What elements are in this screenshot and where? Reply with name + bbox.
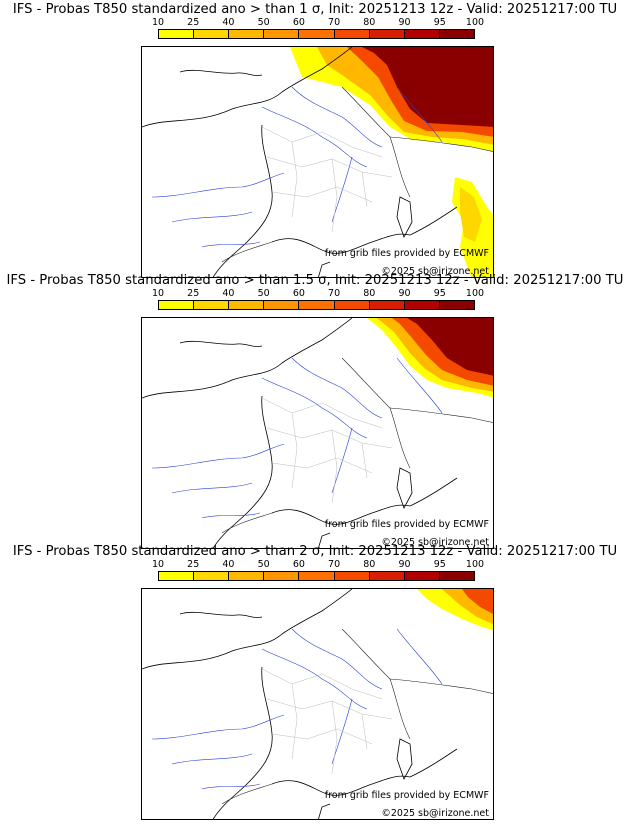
map-frame: from grib files provided by ECMWF ©2025 …	[141, 317, 494, 549]
probability-legend: 10 25 40 50 60 70 80 90 95 100	[152, 17, 484, 43]
legend-tick: 60	[292, 288, 305, 299]
forecast-panel-3: IFS - Probas T850 standardized ano > tha…	[0, 542, 630, 820]
copyright-credit: ©2025 sb@irizone.net	[381, 808, 489, 819]
coastline	[142, 318, 458, 548]
legend-tick: 25	[187, 559, 200, 570]
legend-swatch	[334, 30, 370, 38]
legend-tick: 70	[328, 288, 341, 299]
admin-boundaries	[261, 397, 393, 504]
legend-tick: 90	[398, 288, 411, 299]
source-credit: from grib files provided by ECMWF	[325, 790, 489, 801]
legend-tick: 25	[187, 288, 200, 299]
legend-swatch	[229, 30, 265, 38]
rivers	[151, 357, 443, 519]
legend-tick: 40	[222, 559, 235, 570]
admin-boundaries	[261, 668, 393, 775]
legend-swatch	[369, 572, 405, 580]
copyright-credit: ©2025 sb@irizone.net	[381, 537, 489, 548]
panel-title: IFS - Probas T850 standardized ano > tha…	[6, 273, 624, 288]
legend-color-bar	[158, 571, 475, 581]
legend-color-bar	[158, 29, 475, 39]
panel-title: IFS - Probas T850 standardized ano > tha…	[12, 544, 618, 559]
coastline	[142, 589, 458, 819]
copyright-credit: ©2025 sb@irizone.net	[381, 266, 489, 277]
country-borders	[221, 86, 493, 263]
legend-swatch	[194, 30, 230, 38]
legend-tick: 100	[465, 17, 485, 28]
legend-tick: 90	[398, 559, 411, 570]
map-canvas: from grib files provided by ECMWF ©2025 …	[142, 47, 493, 277]
legend-color-bar	[158, 300, 475, 310]
probability-field	[367, 318, 493, 398]
legend-tick: 100	[465, 559, 485, 570]
probability-area-90	[407, 318, 493, 376]
legend-tick: 50	[257, 288, 270, 299]
probability-area-corsica-40	[460, 187, 482, 242]
legend-swatch	[194, 301, 230, 309]
legend-swatch	[369, 30, 405, 38]
legend-tick: 60	[292, 559, 305, 570]
legend-swatch	[194, 572, 230, 580]
map-frame: from grib files provided by ECMWF ©2025 …	[141, 588, 494, 820]
legend-swatch	[264, 572, 300, 580]
legend-tick: 10	[151, 288, 165, 299]
legend-swatch	[404, 301, 440, 309]
map-canvas: from grib files provided by ECMWF ©2025 …	[142, 589, 493, 819]
country-borders	[221, 628, 493, 805]
map-canvas: from grib files provided by ECMWF ©2025 …	[142, 318, 493, 548]
rivers	[151, 628, 443, 790]
legend-swatch	[264, 301, 300, 309]
legend-tick: 70	[328, 559, 341, 570]
source-credit: from grib files provided by ECMWF	[325, 248, 489, 259]
rivers	[151, 86, 443, 248]
legend-tick: 95	[433, 288, 446, 299]
legend-swatch	[229, 301, 265, 309]
legend-tick: 50	[257, 17, 270, 28]
legend-tick: 80	[363, 17, 376, 28]
legend-tick: 100	[465, 288, 485, 299]
forecast-panel-2: IFS - Probas T850 standardized ano > tha…	[0, 271, 630, 549]
legend-swatch	[264, 30, 300, 38]
forecast-panel-1: IFS - Probas T850 standardized ano > tha…	[0, 0, 630, 278]
legend-swatch	[159, 301, 195, 309]
legend-swatch	[159, 572, 195, 580]
probability-area-70	[462, 589, 493, 614]
legend-swatch	[439, 301, 474, 309]
legend-swatch	[404, 30, 440, 38]
country-borders	[221, 357, 493, 534]
legend-tick: 95	[433, 17, 446, 28]
probability-legend: 10 25 40 50 60 70 80 90 95 100	[152, 288, 484, 314]
legend-tick: 70	[328, 17, 341, 28]
admin-boundaries	[261, 126, 393, 233]
legend-tick: 95	[433, 559, 446, 570]
source-credit: from grib files provided by ECMWF	[325, 519, 489, 530]
legend-tick: 40	[222, 17, 235, 28]
legend-tick: 40	[222, 288, 235, 299]
legend-swatch	[439, 572, 474, 580]
legend-tick: 10	[151, 17, 165, 28]
legend-tick: 50	[257, 559, 270, 570]
legend-swatch	[439, 30, 474, 38]
legend-tick: 25	[187, 17, 200, 28]
probability-area-90	[362, 47, 493, 127]
legend-swatch	[299, 30, 335, 38]
legend-swatch	[229, 572, 265, 580]
probability-legend: 10 25 40 50 60 70 80 90 95 100	[152, 559, 484, 585]
panel-title: IFS - Probas T850 standardized ano > tha…	[12, 2, 618, 17]
legend-swatch	[369, 301, 405, 309]
legend-swatch	[334, 301, 370, 309]
probability-field	[417, 589, 493, 631]
legend-swatch	[159, 30, 195, 38]
legend-tick: 90	[398, 17, 411, 28]
probability-field	[290, 47, 493, 277]
legend-swatch	[404, 572, 440, 580]
legend-tick: 80	[363, 559, 376, 570]
map-frame: from grib files provided by ECMWF ©2025 …	[141, 46, 494, 278]
legend-swatch	[299, 301, 335, 309]
legend-tick: 10	[151, 559, 165, 570]
legend-swatch	[299, 572, 335, 580]
legend-tick: 60	[292, 17, 305, 28]
legend-swatch	[334, 572, 370, 580]
legend-tick: 80	[363, 288, 376, 299]
